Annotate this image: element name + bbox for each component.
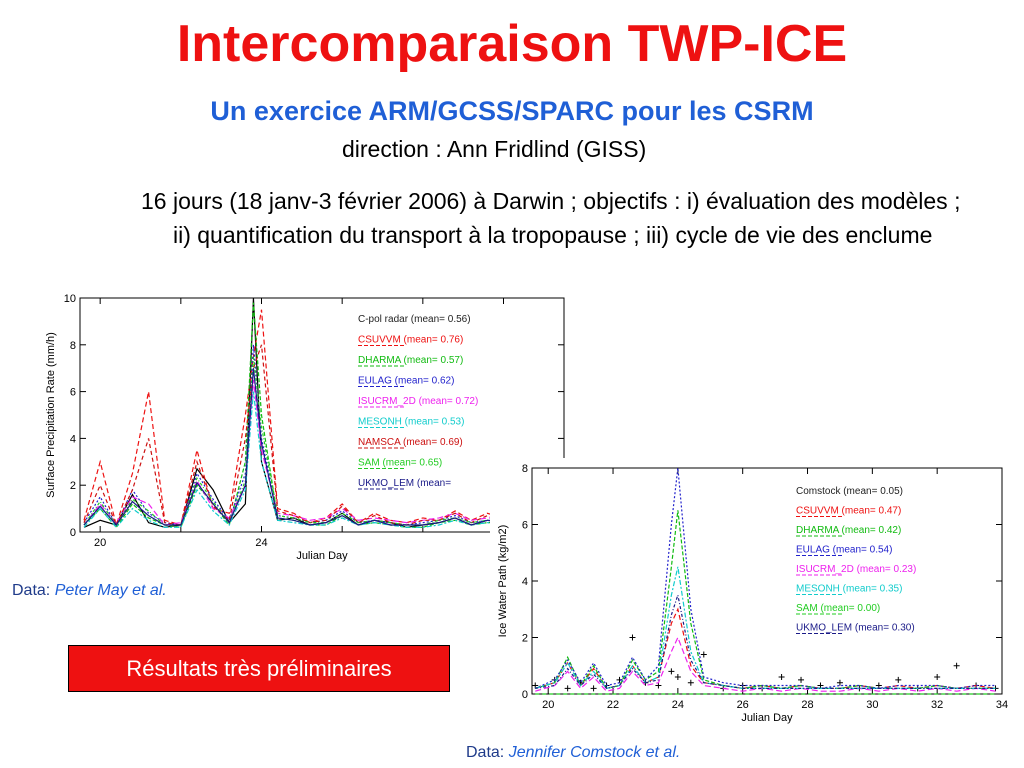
series-point	[687, 679, 694, 686]
series-point	[655, 682, 662, 689]
legend-entry: EULAG (mean= 0.62)	[358, 376, 454, 387]
y-axis-label: Ice Water Path (kg/m2)	[497, 525, 509, 638]
series-line	[83, 344, 536, 527]
series-line	[83, 344, 536, 527]
y-tick-label: 4	[70, 433, 76, 445]
legend-entry: MESONH (mean= 0.53)	[358, 417, 464, 428]
legend-entry: CSUVVM (mean= 0.47)	[796, 506, 901, 517]
series-line	[535, 566, 996, 690]
preliminary-results-badge: Résultats très préliminaires	[68, 645, 450, 692]
legend-entry: CSUVVM (mean= 0.76)	[358, 335, 463, 346]
series-point	[934, 674, 941, 681]
plot-frame	[79, 297, 565, 533]
legend-entry: SAM (mean= 0.00)	[796, 603, 880, 614]
series-line	[83, 356, 536, 527]
x-tick-label: 28	[801, 699, 813, 711]
x-tick-label: 32	[931, 699, 943, 711]
credit-right: Data: Jennifer Comstock et al.	[466, 744, 680, 762]
slide-title: Intercomparaison TWP-ICE	[176, 15, 848, 73]
x-axis-label: Julian Day	[741, 712, 793, 724]
y-tick-label: 2	[70, 480, 76, 492]
x-tick-label: 22	[607, 699, 619, 711]
y-tick-label: 0	[522, 689, 528, 701]
credit-right-label: Data:	[466, 744, 505, 761]
series-line	[535, 467, 996, 689]
series-point	[532, 682, 539, 689]
objectives-bullet: 16 jours (18 janv-3 février 2006) à Darw…	[141, 188, 961, 248]
series-point	[674, 674, 681, 681]
legend-entry: EULAG (mean= 0.54)	[796, 545, 892, 556]
credit-left: Data: Peter May et al.	[12, 582, 167, 600]
series-point	[836, 679, 843, 686]
y-tick-label: 2	[522, 633, 528, 645]
ice-water-path-chart: 0 2 4 6 8 20 22 24 26 28 30 32 34 Julian Day Ice Water…	[490, 458, 1018, 738]
y-tick-label: 8	[522, 463, 528, 475]
y-tick-label: 10	[64, 293, 76, 305]
x-tick-label: 26	[737, 699, 749, 711]
series-point	[590, 685, 597, 692]
legend-entry: MESONH (mean= 0.35)	[796, 584, 902, 595]
legend-entry: NAMSCA (mean= 0.69)	[358, 437, 463, 448]
legend: Comstock (mean= 0.05) CSUVVM (mean= 0.47)…	[796, 486, 916, 634]
legend-entry: C-pol radar (mean= 0.56)	[358, 314, 471, 325]
y-tick-label: 4	[522, 576, 528, 588]
series-line	[535, 510, 996, 690]
x-tick-label: 30	[866, 699, 878, 711]
credit-left-author: Peter May et al.	[54, 582, 167, 599]
y-tick-label: 0	[70, 527, 76, 539]
legend-entry: DHARMA (mean= 0.42)	[796, 525, 901, 536]
x-tick-label: 20	[542, 699, 554, 711]
plot-frame	[531, 467, 1003, 695]
x-axis-label: Julian Day	[296, 550, 348, 562]
x-tick-label: 24	[672, 699, 684, 711]
direction-line: direction : Ann Fridlind (GISS)	[342, 136, 647, 162]
series-line	[535, 607, 996, 690]
y-tick-label: 8	[70, 340, 76, 352]
series-line	[83, 302, 536, 529]
series-line	[535, 592, 996, 690]
legend-entry: UKMO_LEM (mean= 0.30)	[796, 623, 915, 634]
series-line	[83, 391, 536, 529]
series-point	[817, 682, 824, 689]
legend-entry: ISUCRM_2D (mean= 0.72)	[358, 396, 478, 407]
series-point	[953, 662, 960, 669]
y-axis-label: Surface Precipitation Rate (mm/h)	[45, 332, 57, 498]
x-tick-label: 20	[94, 537, 106, 549]
legend-entry: ISUCRM_2D (mean= 0.23)	[796, 564, 916, 575]
y-tick-label: 6	[70, 387, 76, 399]
legend-entry: Comstock (mean= 0.05)	[796, 486, 903, 497]
legend: C-pol radar (mean= 0.56) CSUVVM (mean= 0.…	[358, 314, 478, 490]
series-point	[668, 668, 675, 675]
series-line	[535, 635, 996, 692]
series-line	[83, 368, 536, 526]
series-line	[83, 309, 536, 528]
series-point	[700, 651, 707, 658]
series-point	[778, 674, 785, 681]
legend-entry: SAM (mean= 0.65)	[358, 458, 442, 469]
credit-right-author: Jennifer Comstock et al.	[508, 744, 681, 761]
series-line	[83, 379, 536, 526]
y-tick-label: 6	[522, 520, 528, 532]
series-point	[895, 676, 902, 683]
x-tick-label: 34	[996, 699, 1008, 711]
series-point	[564, 685, 571, 692]
legend-entry: DHARMA (mean= 0.57)	[358, 355, 463, 366]
series-point	[798, 676, 805, 683]
legend-entry: UKMO_LEM (mean=	[358, 478, 451, 489]
x-tick-label: 24	[255, 537, 267, 549]
series-point	[875, 682, 882, 689]
series-point	[629, 634, 636, 641]
credit-left-label: Data:	[12, 582, 51, 599]
slide-subtitle: Un exercice ARM/GCSS/SPARC pour les CSRM	[210, 96, 814, 126]
